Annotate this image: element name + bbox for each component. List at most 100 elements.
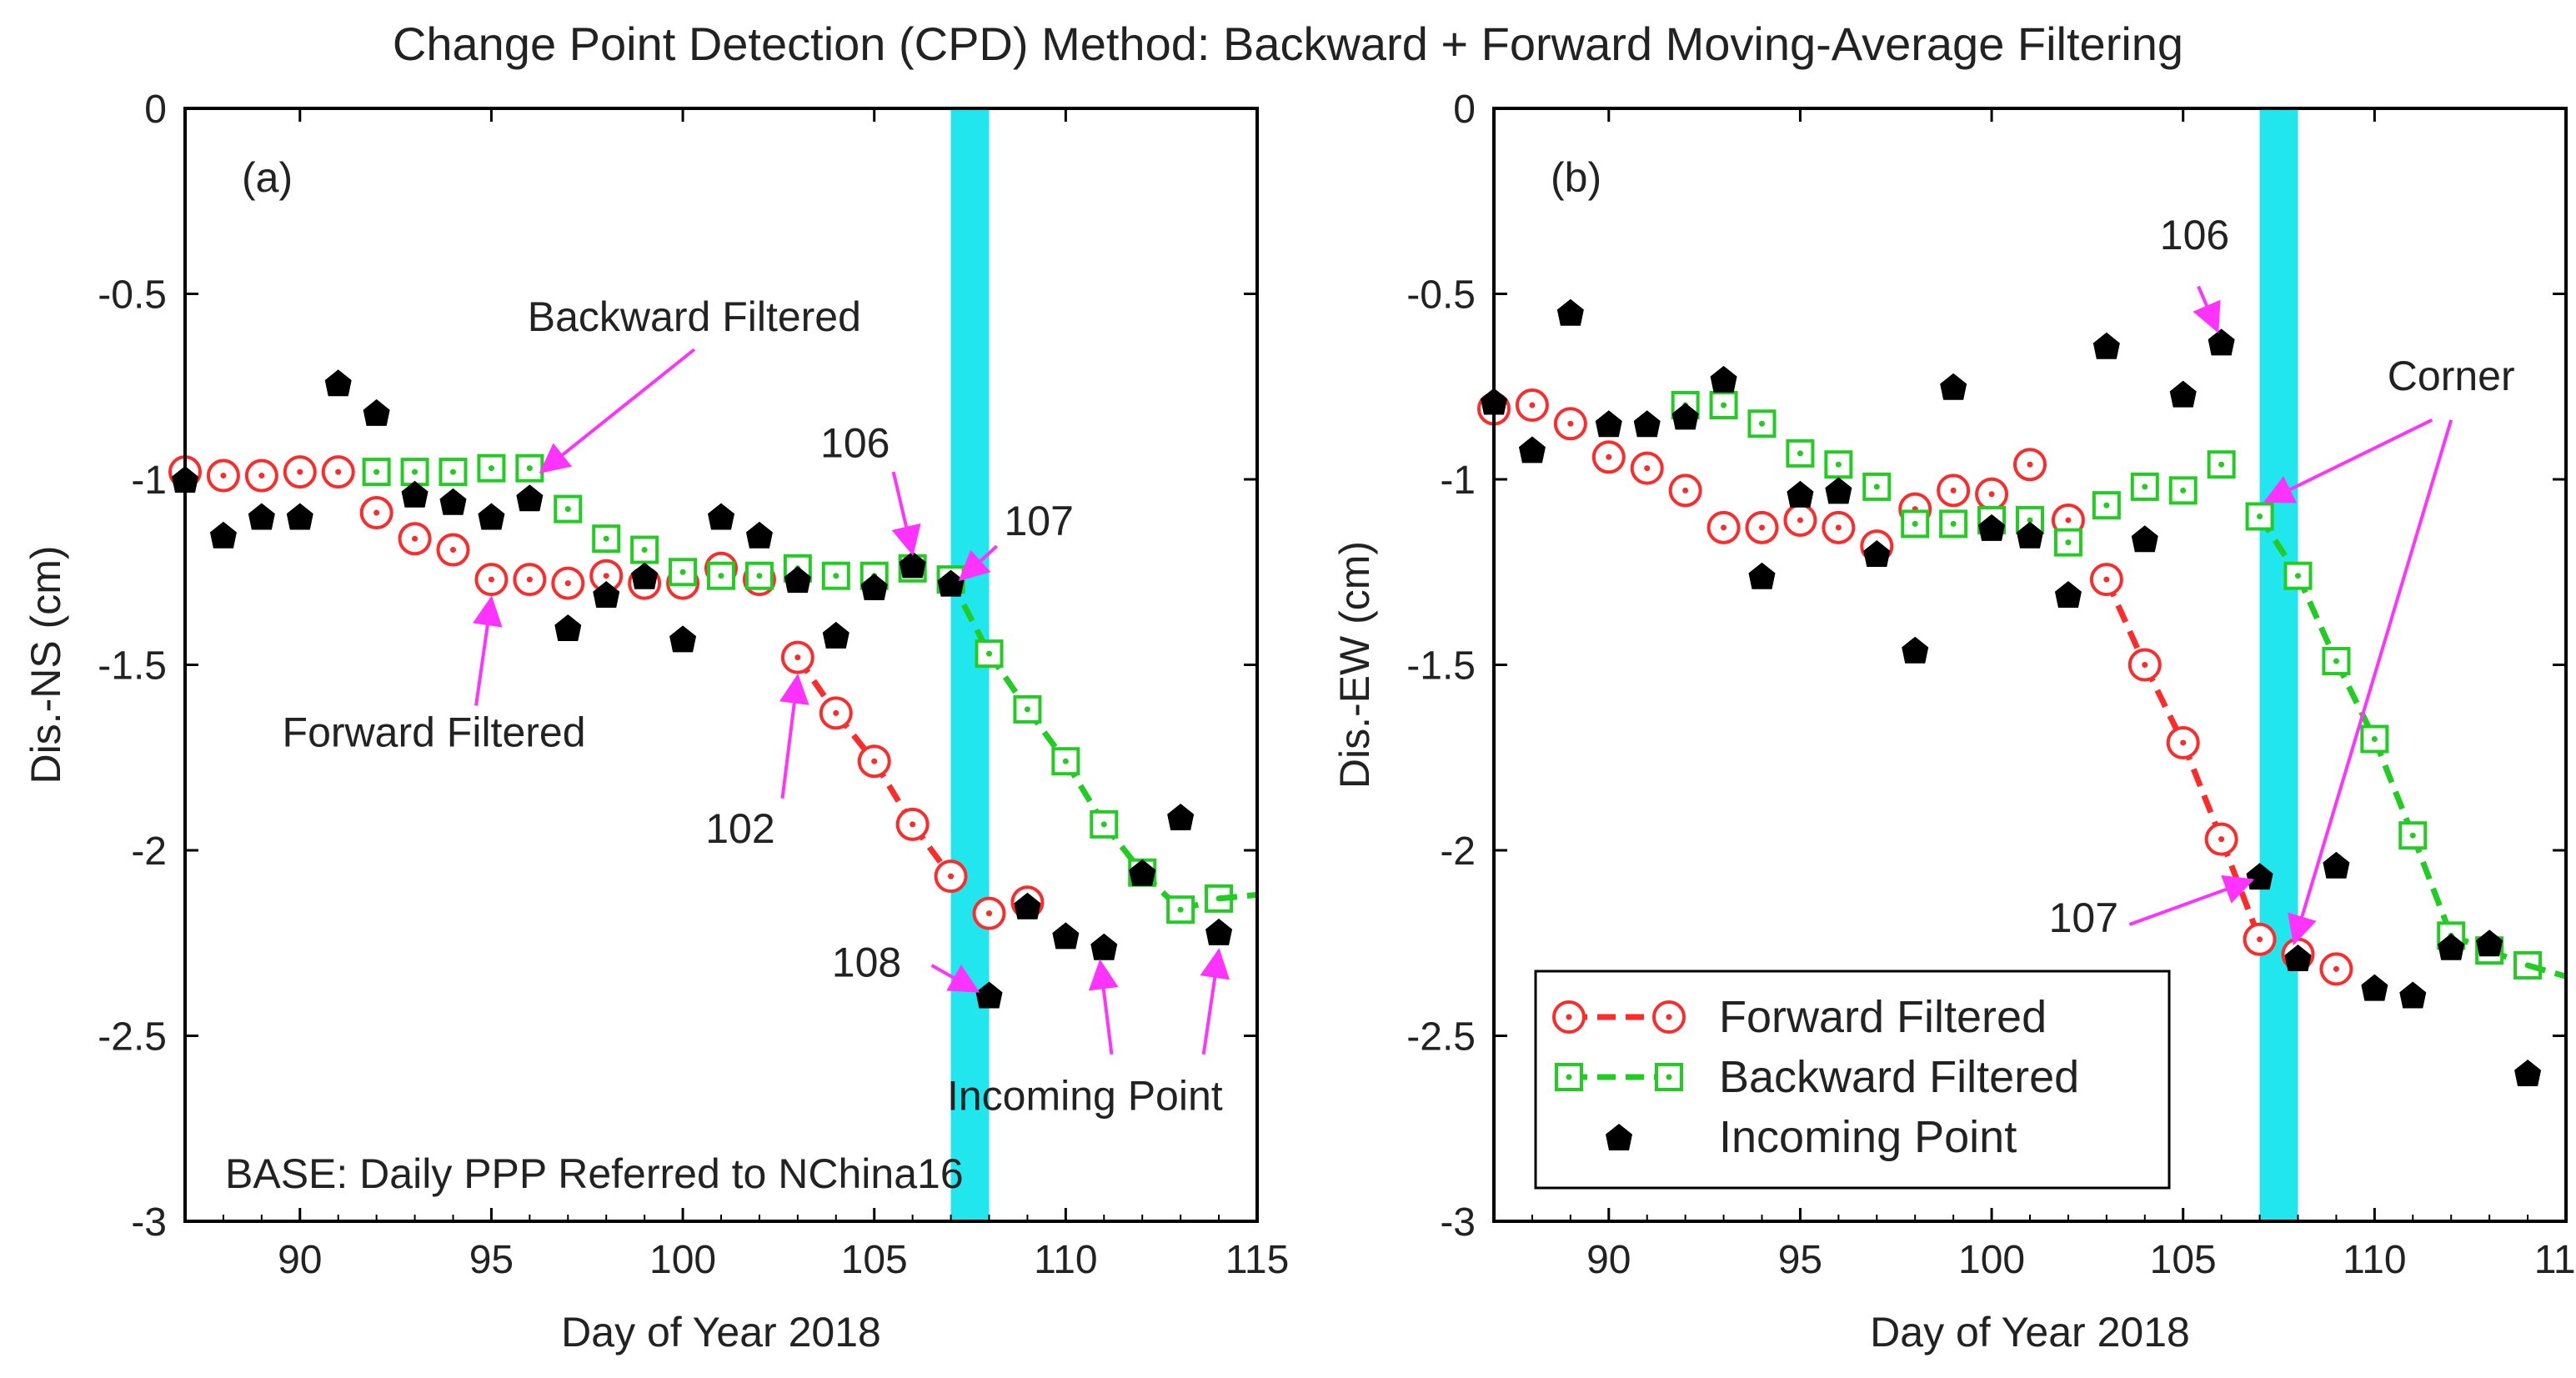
panel-a-backward-point: [554, 494, 583, 524]
panel-a-forward-point: [359, 496, 393, 530]
panel-a-incoming-point: [1129, 859, 1156, 886]
panel-a-forward-point: [398, 522, 432, 556]
panel-b-backward-point: [2398, 821, 2428, 850]
legend: Forward Filtered Backward Filtered Incomin…: [1534, 970, 2171, 1190]
panel-a-ytick-label: -1: [131, 458, 167, 503]
panel-a-annotation-backward-filtered: Backward Filtered: [528, 293, 861, 340]
panel-b-incoming-point: [1710, 365, 1737, 393]
legend-label: Incoming Point: [1719, 1112, 2017, 1162]
panel-b-annotation-107: 107: [2049, 894, 2118, 941]
panel-a-forward-point: [474, 563, 509, 597]
panel-a-incoming-point: [439, 488, 467, 515]
panel-a-incoming-point: [248, 503, 275, 530]
panel-b-forward-point: [1630, 451, 1664, 485]
panel-b-forward-filtered-segment: [2180, 741, 2224, 840]
panel-a-xtick-label: 90: [278, 1238, 322, 1282]
panel-b-incoming-point: [2399, 981, 2427, 1009]
panel-a-incoming-point: [209, 521, 237, 549]
panel-b-incoming-point: [1902, 636, 1929, 664]
panel-a-incoming-point: [822, 621, 849, 649]
panel-a-ytick-label: -0.5: [98, 273, 167, 318]
panel-b-ytick-label: -1: [1440, 458, 1476, 503]
panel-a-xtick-label: 100: [649, 1238, 716, 1282]
panel-a-annotation-arrow: [930, 964, 980, 993]
panel-b-forward-point: [1975, 477, 2009, 511]
panel-b-backward-point: [2092, 491, 2121, 520]
panel-a-forward-point: [283, 455, 317, 489]
panel-a-backward-point: [821, 561, 850, 590]
panel-a-incoming-point: [784, 566, 811, 594]
panel-b-backward-point: [2207, 450, 2236, 479]
panel-b-incoming-point: [2284, 945, 2312, 972]
panel-b-frame: [1492, 107, 2568, 1223]
panel-a-backward-filtered-segment: [1218, 891, 1258, 902]
panel-b-incoming-point: [1556, 298, 1584, 326]
panel-b-forward-point: [1668, 474, 1702, 508]
panel-b-ylabel: Dis.-EW (cm): [1331, 541, 1378, 789]
panel-a-backward-point: [1013, 694, 1042, 724]
panel-a-backward-point: [975, 639, 1004, 669]
panel-b-annotation-corner: Corner: [2388, 353, 2515, 399]
panel-b-backward-point: [2130, 472, 2159, 501]
legend-item-backward-filtered: Backward Filtered: [1555, 1052, 2079, 1102]
panel-a-annotation-108: 108: [832, 939, 901, 985]
panel-b-incoming-point: [2438, 933, 2465, 960]
panel-b-backward-point: [2168, 476, 2198, 505]
panel-b-backward-filtered-segment: [2295, 574, 2339, 663]
panel-a-annotation-arrow: [891, 471, 921, 556]
panel-b-forward-point: [1706, 510, 1741, 544]
panel-b-incoming-point: [2169, 380, 2197, 408]
legend-label: Forward Filtered: [1719, 992, 2047, 1042]
panel-b-forward-point: [2319, 952, 2353, 986]
panel-b-annotation-arrow: [2193, 285, 2221, 333]
panel-a-xlabel: Day of Year 2018: [561, 1309, 881, 1355]
panel-b-forward-point: [1745, 510, 1779, 544]
panel-a-annotation-106: 106: [820, 419, 890, 466]
panel-a-annotation-arrow: [1200, 948, 1230, 1055]
panel-a-forward-point: [321, 455, 355, 489]
panel-a-ytick-label: -3: [131, 1200, 167, 1245]
panel-a-backward-point: [707, 561, 735, 590]
panel-b-incoming-point: [2323, 851, 2350, 879]
legend-item-incoming-point: Incoming Point: [1606, 1112, 2017, 1162]
panel-b-ytick-label: 0: [1453, 88, 1476, 132]
panel-a-incoming-point: [363, 398, 390, 426]
panel-a-incoming-point: [745, 521, 773, 549]
panel-b-incoming-point: [1863, 540, 1891, 567]
panel-a-forward-point: [436, 533, 470, 567]
panel-a-incoming-point: [516, 484, 544, 512]
panel-b-xtick-label: 95: [1778, 1238, 1822, 1282]
panel-a-annotation-arrow: [1088, 959, 1119, 1055]
panel-a-ytick-label: 0: [144, 88, 167, 132]
figure-title: Change Point Detection (CPD) Method: Bac…: [393, 18, 2183, 70]
panel-b-incoming-point: [2017, 521, 2043, 549]
panel-b-incoming-point: [2476, 930, 2503, 957]
panel-b-xtick-label: 110: [2343, 1238, 2407, 1282]
panel-b-incoming-point: [1825, 477, 1852, 504]
panel-b-ytick-label: -0.5: [1406, 273, 1476, 318]
panel-a-incoming-point: [1090, 933, 1118, 960]
panel-a-backward-point: [669, 558, 698, 587]
panel-b-annotation-arrow: [2263, 418, 2433, 504]
panel-b-forward-point: [1783, 503, 1817, 537]
panel-b-forward-point: [2013, 448, 2047, 482]
panel-a-label: (a): [242, 154, 293, 201]
panel-a-incoming-point: [1167, 803, 1195, 830]
panel-a-forward-point: [819, 696, 853, 730]
panel-a-annotation-arrow: [779, 673, 809, 799]
panel-a-forward-point: [244, 458, 278, 493]
panel-b-incoming-point: [2131, 525, 2158, 553]
panel-b-incoming-point: [1633, 410, 1661, 438]
panel-a-backward-point: [744, 561, 774, 590]
panel-a-backward-point: [400, 458, 429, 487]
panel-a-ylabel: Dis.-NS (cm): [23, 545, 69, 784]
panel-a-ytick-label: -2: [131, 829, 167, 874]
panel-b-forward-point: [1822, 510, 1856, 544]
panel-a-backward-point: [1090, 809, 1119, 839]
panel-a-incoming-point: [975, 981, 1003, 1009]
panel-b-backward-filtered-segment: [2527, 962, 2567, 980]
panel-a-incoming-point: [1014, 892, 1041, 920]
panel-a-backward-point: [592, 524, 621, 554]
panel-b-ytick-label: -2: [1440, 829, 1476, 874]
